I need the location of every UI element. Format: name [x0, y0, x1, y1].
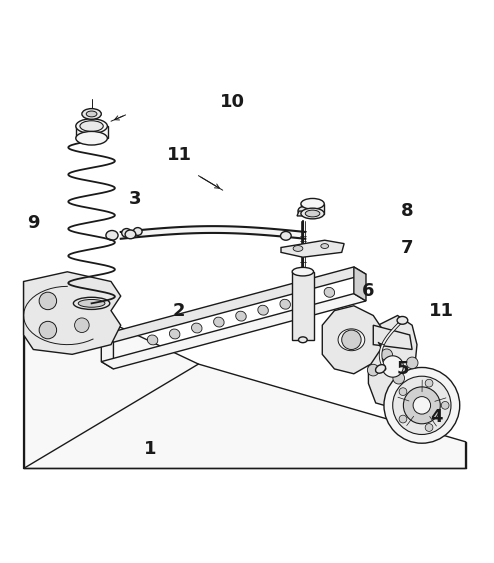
Ellipse shape [301, 198, 324, 209]
Ellipse shape [236, 311, 246, 321]
Polygon shape [101, 267, 366, 342]
Circle shape [404, 387, 440, 424]
Circle shape [39, 292, 57, 310]
Circle shape [413, 396, 431, 414]
Ellipse shape [375, 365, 386, 373]
Circle shape [399, 388, 407, 396]
Ellipse shape [78, 300, 105, 307]
Ellipse shape [169, 329, 180, 339]
Ellipse shape [293, 245, 303, 252]
Ellipse shape [192, 323, 202, 333]
Circle shape [368, 364, 379, 376]
Ellipse shape [292, 267, 314, 276]
Ellipse shape [125, 230, 136, 239]
Text: 11: 11 [429, 302, 454, 320]
Ellipse shape [298, 337, 307, 343]
Polygon shape [322, 306, 383, 374]
Polygon shape [301, 204, 324, 213]
Polygon shape [373, 325, 412, 350]
Ellipse shape [338, 329, 365, 351]
Circle shape [381, 349, 393, 361]
Ellipse shape [301, 208, 324, 219]
Text: 2: 2 [173, 302, 185, 320]
Circle shape [393, 376, 451, 435]
Circle shape [393, 372, 405, 384]
Circle shape [399, 415, 407, 423]
Ellipse shape [76, 119, 107, 133]
Ellipse shape [122, 229, 131, 237]
Circle shape [425, 423, 433, 431]
Ellipse shape [258, 305, 268, 315]
Ellipse shape [281, 231, 291, 240]
Polygon shape [354, 267, 366, 301]
Ellipse shape [397, 316, 408, 324]
Polygon shape [369, 315, 417, 408]
Polygon shape [101, 335, 114, 369]
Text: 5: 5 [396, 360, 409, 378]
Circle shape [384, 368, 460, 443]
Ellipse shape [86, 111, 97, 117]
Polygon shape [24, 282, 465, 468]
Ellipse shape [133, 227, 142, 235]
Circle shape [342, 330, 361, 350]
Text: 9: 9 [27, 214, 40, 232]
Ellipse shape [324, 287, 334, 297]
Ellipse shape [305, 210, 320, 217]
Ellipse shape [280, 300, 290, 309]
Text: 6: 6 [362, 282, 374, 300]
Circle shape [39, 321, 57, 339]
Text: 8: 8 [401, 202, 413, 220]
Text: 1: 1 [144, 440, 156, 458]
Text: 11: 11 [166, 146, 192, 164]
Text: 3: 3 [129, 190, 142, 208]
Ellipse shape [298, 207, 308, 216]
Text: 4: 4 [430, 409, 443, 427]
Ellipse shape [82, 109, 101, 119]
Polygon shape [24, 272, 121, 354]
Ellipse shape [80, 120, 103, 131]
Circle shape [407, 357, 418, 369]
Polygon shape [297, 211, 309, 216]
Ellipse shape [302, 293, 313, 303]
Ellipse shape [106, 230, 118, 240]
Circle shape [382, 356, 404, 377]
Circle shape [441, 401, 449, 409]
Polygon shape [76, 126, 108, 138]
Ellipse shape [147, 335, 158, 345]
Text: 7: 7 [401, 239, 413, 257]
Ellipse shape [213, 317, 224, 327]
Polygon shape [281, 240, 344, 257]
Text: 10: 10 [220, 93, 245, 111]
Ellipse shape [321, 244, 329, 248]
Circle shape [425, 379, 433, 387]
Polygon shape [292, 272, 314, 340]
Ellipse shape [76, 131, 107, 145]
Circle shape [75, 318, 89, 333]
Polygon shape [101, 294, 366, 369]
Ellipse shape [74, 297, 110, 310]
